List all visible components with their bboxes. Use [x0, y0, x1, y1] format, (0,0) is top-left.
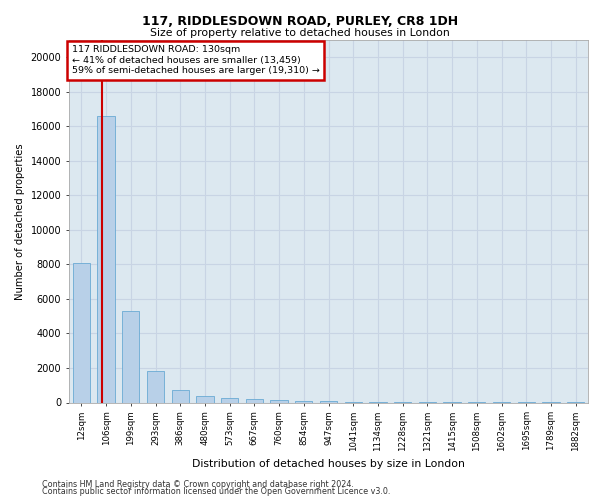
Text: Size of property relative to detached houses in London: Size of property relative to detached ho…: [150, 28, 450, 38]
Bar: [196, 396, 214, 402]
Text: Contains HM Land Registry data © Crown copyright and database right 2024.: Contains HM Land Registry data © Crown c…: [42, 480, 354, 489]
X-axis label: Distribution of detached houses by size in London: Distribution of detached houses by size …: [192, 459, 465, 469]
Text: 117, RIDDLESDOWN ROAD, PURLEY, CR8 1DH: 117, RIDDLESDOWN ROAD, PURLEY, CR8 1DH: [142, 15, 458, 28]
Bar: [122, 311, 139, 402]
Bar: [295, 401, 313, 402]
Y-axis label: Number of detached properties: Number of detached properties: [15, 143, 25, 300]
Bar: [246, 399, 263, 402]
Bar: [221, 398, 238, 402]
Text: Contains public sector information licensed under the Open Government Licence v3: Contains public sector information licen…: [42, 488, 391, 496]
Bar: [73, 262, 90, 402]
Bar: [172, 390, 189, 402]
Bar: [271, 400, 288, 402]
Text: 117 RIDDLESDOWN ROAD: 130sqm
← 41% of detached houses are smaller (13,459)
59% o: 117 RIDDLESDOWN ROAD: 130sqm ← 41% of de…: [71, 46, 319, 75]
Bar: [97, 116, 115, 403]
Bar: [147, 372, 164, 402]
